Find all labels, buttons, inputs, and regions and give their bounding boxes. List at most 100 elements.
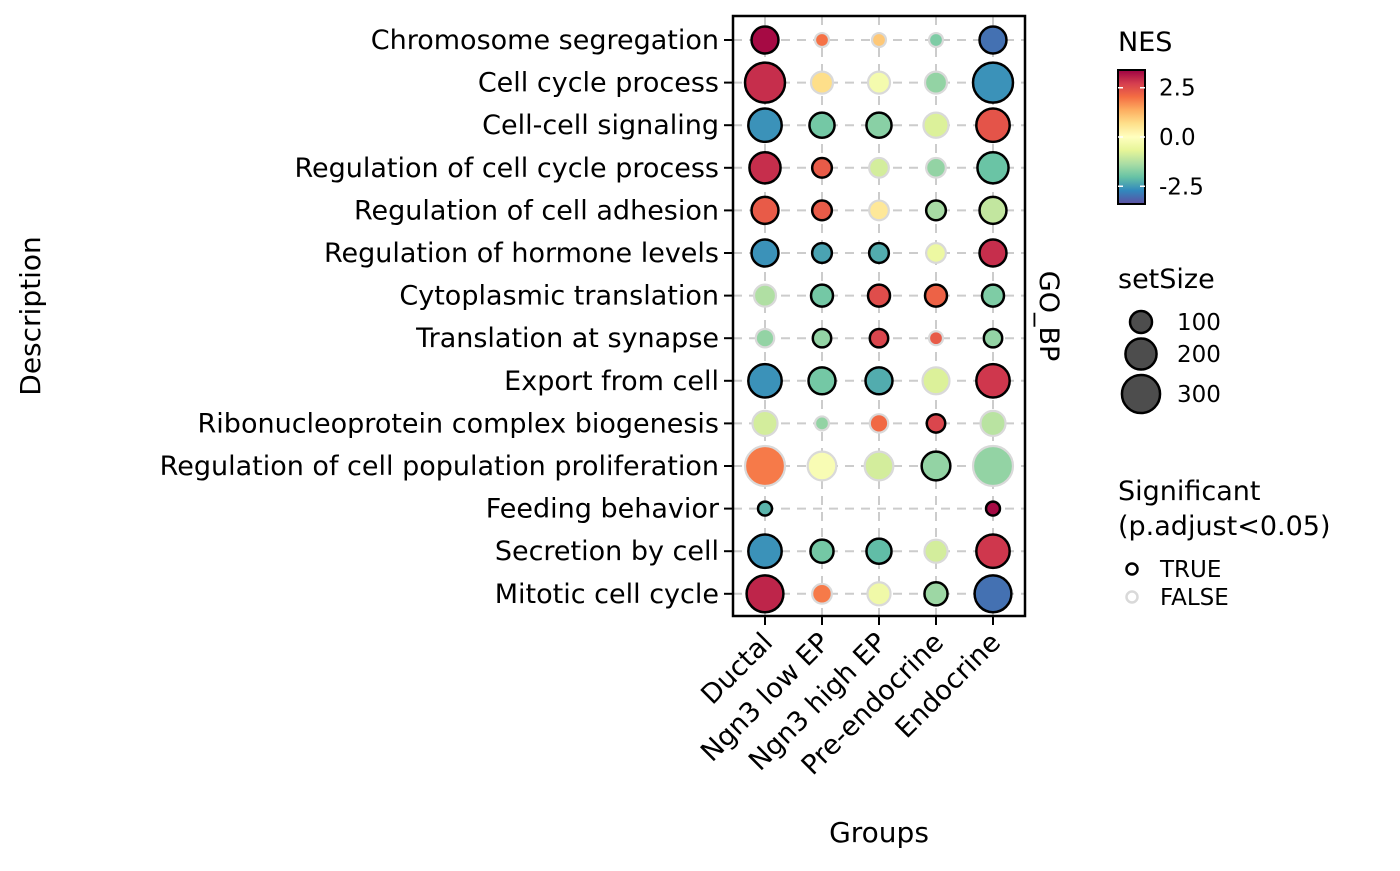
- y-tick-label: Translation at synapse: [415, 323, 719, 354]
- dot-point: [978, 238, 1008, 268]
- y-tick-label: Regulation of hormone levels: [324, 238, 719, 269]
- dot-point: [920, 450, 952, 482]
- setsize-key-dot: [1120, 373, 1162, 415]
- setsize-legend: setSize 100 200 300: [1118, 264, 1221, 415]
- colorbar-tick-label: -2.5: [1159, 174, 1204, 200]
- dot-point: [809, 538, 835, 564]
- dot-point: [811, 327, 833, 349]
- dot-point: [866, 70, 892, 95]
- dot-point: [923, 283, 949, 308]
- dot-point: [868, 156, 890, 179]
- dot-point: [750, 238, 780, 268]
- y-tick-label: Cell-cell signaling: [482, 110, 719, 141]
- dot-point: [750, 25, 780, 55]
- dot-point: [752, 283, 778, 308]
- dot-point: [971, 61, 1015, 104]
- dot-point: [927, 330, 945, 347]
- dot-point: [922, 111, 950, 139]
- setsize-key-dot: [1124, 337, 1158, 371]
- dot-point: [925, 412, 947, 434]
- dot-point: [813, 415, 831, 432]
- y-tick-label: Mitotic cell cycle: [495, 579, 719, 610]
- dot-point: [923, 581, 949, 607]
- dot-point: [865, 111, 893, 139]
- dot-point: [866, 581, 892, 607]
- dot-point: [756, 500, 774, 517]
- dot-point: [865, 537, 893, 565]
- dot-point: [813, 31, 831, 49]
- setsize-keys: 100 200 300: [1120, 309, 1221, 415]
- dot-point: [925, 156, 947, 179]
- nes-colorbar-ticks: 2.5 0.0 -2.5: [1118, 76, 1204, 200]
- dot-point: [978, 25, 1008, 55]
- dot-point: [924, 199, 948, 222]
- dot-point: [743, 444, 787, 488]
- setsize-legend-title: setSize: [1118, 264, 1215, 295]
- dot-point: [982, 327, 1004, 349]
- dot-point: [751, 409, 779, 438]
- y-tick-label: Regulation of cell adhesion: [354, 195, 719, 226]
- dot-point: [747, 533, 783, 570]
- y-tick-label: Ribonucleoprotein complex biogenesis: [198, 408, 719, 439]
- dot-point: [747, 107, 783, 144]
- dot-points: [743, 25, 1015, 614]
- dot-point: [971, 444, 1015, 488]
- grid-lines: [733, 16, 1025, 616]
- dot-point: [979, 409, 1007, 438]
- y-tick-label: Export from cell: [504, 366, 719, 397]
- dot-point: [808, 111, 836, 139]
- dot-point: [980, 283, 1006, 308]
- colorbar-tick-label: 0.0: [1159, 125, 1196, 151]
- dot-point: [975, 533, 1011, 570]
- y-axis-title: Description: [14, 236, 47, 395]
- facet-strip-label: GO_BP: [1033, 271, 1064, 361]
- dot-point: [868, 327, 890, 349]
- significance-key-dot: [1125, 590, 1139, 604]
- y-tick-label: Regulation of cell population proliferat…: [160, 451, 719, 482]
- y-tick-label: Feeding behavior: [486, 494, 720, 525]
- dot-point: [810, 241, 834, 265]
- dot-point: [925, 242, 947, 264]
- significance-key-label: FALSE: [1160, 585, 1229, 611]
- significance-legend-title-line2: (p.adjust<0.05): [1118, 511, 1330, 542]
- dot-point: [923, 538, 949, 564]
- dot-point: [973, 574, 1013, 614]
- dot-point: [867, 241, 891, 265]
- dot-point: [866, 283, 892, 308]
- dot-point: [868, 413, 890, 434]
- dot-point: [748, 150, 782, 185]
- dot-point: [923, 70, 949, 95]
- setsize-key-dot: [1128, 309, 1154, 335]
- dot-point: [811, 582, 833, 605]
- y-tick-label: Chromosome segregation: [371, 25, 719, 56]
- nes-legend-title: NES: [1118, 27, 1172, 58]
- y-axis-ticks: Chromosome segregation Cell cycle process…: [160, 25, 733, 610]
- dot-point: [976, 150, 1010, 185]
- nes-colorbar-legend: NES 2.5 0.0 -2.5: [1117, 27, 1204, 205]
- dot-point: [745, 574, 785, 614]
- dot-point: [975, 107, 1011, 144]
- y-tick-label: Secretion by cell: [495, 536, 719, 567]
- dot-point: [810, 156, 834, 179]
- dot-point: [975, 362, 1011, 399]
- x-axis-title: Groups: [829, 816, 929, 849]
- dot-point: [927, 31, 945, 49]
- dot-point: [868, 199, 890, 222]
- significance-key-label: TRUE: [1159, 557, 1221, 583]
- significance-key-dot: [1125, 562, 1139, 576]
- dot-point: [809, 283, 835, 308]
- dot-point: [743, 61, 787, 104]
- panel-border: [731, 14, 1027, 618]
- dot-point: [810, 199, 834, 222]
- setsize-key-label: 300: [1177, 382, 1221, 408]
- dot-point: [809, 70, 835, 95]
- dot-point: [921, 366, 951, 396]
- dot-point: [864, 366, 894, 396]
- dot-point: [863, 450, 895, 482]
- dot-point: [750, 195, 780, 226]
- y-tick-label: Regulation of cell cycle process: [294, 153, 719, 184]
- setsize-key-label: 200: [1177, 342, 1221, 368]
